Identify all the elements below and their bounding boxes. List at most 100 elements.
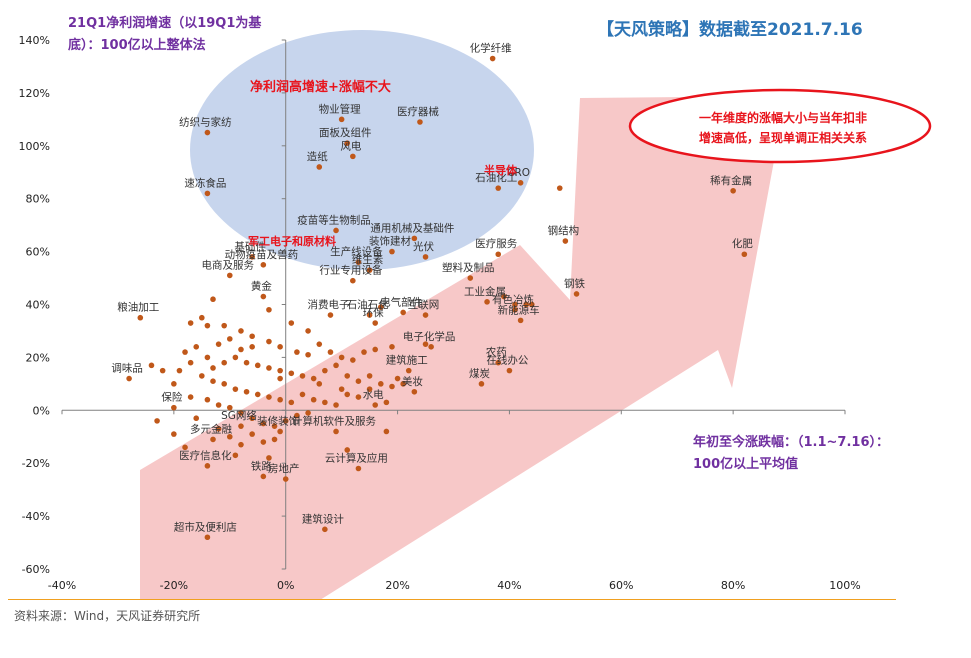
data-point xyxy=(193,344,200,350)
data-point xyxy=(215,402,222,408)
data-point xyxy=(316,164,323,170)
data-point-label: SG网络 xyxy=(221,409,257,422)
data-point xyxy=(137,314,144,321)
data-point-label: 调味品 xyxy=(111,363,143,375)
data-point xyxy=(204,463,211,469)
data-point xyxy=(372,346,379,353)
data-point-label: 有色冶炼 xyxy=(492,293,534,306)
data-point xyxy=(562,238,569,244)
data-point xyxy=(333,362,339,369)
data-point xyxy=(260,262,267,268)
data-point-label: 保险 xyxy=(161,391,182,404)
data-point xyxy=(344,373,351,379)
data-point xyxy=(226,272,233,279)
data-point xyxy=(506,367,513,374)
data-point xyxy=(148,362,155,369)
data-point-label: 电商及服务 xyxy=(202,258,255,271)
data-point xyxy=(271,436,278,443)
data-point xyxy=(238,346,244,353)
data-point xyxy=(411,235,418,242)
data-point xyxy=(355,378,362,385)
y-tick-label: 80% xyxy=(26,193,50,206)
data-point xyxy=(221,322,227,329)
data-point-label: 电气部件 xyxy=(380,295,422,308)
data-point-label: 建筑设计 xyxy=(302,512,344,525)
ellipse-annotation: 净利润高增速+涨幅不大 xyxy=(250,79,391,95)
data-point-label: 物业管理 xyxy=(319,102,361,115)
y-tick-label: 0% xyxy=(33,404,50,417)
data-point xyxy=(400,381,406,387)
data-point xyxy=(333,428,339,435)
data-point xyxy=(344,391,351,398)
data-point-label: 钢结构 xyxy=(548,224,580,237)
data-point xyxy=(333,402,339,408)
data-point xyxy=(372,320,379,326)
data-point-label: 化肥 xyxy=(732,237,753,250)
data-point xyxy=(299,391,306,398)
data-point-label: 美妆 xyxy=(402,375,423,388)
data-point-label: 粮油加工 xyxy=(117,301,159,314)
data-point xyxy=(350,153,356,160)
data-point xyxy=(366,312,373,318)
data-point-label: 云计算及应用 xyxy=(325,451,388,464)
data-point-label: 稀有金属 xyxy=(710,174,752,187)
data-point xyxy=(741,251,748,258)
x-tick-label: -40% xyxy=(48,579,76,592)
x-axis-title: 100亿以上平均值 xyxy=(693,456,798,472)
data-point-label: 光伏 xyxy=(413,240,434,253)
data-point xyxy=(288,370,295,377)
data-point-label: 装饰建材 xyxy=(369,235,411,248)
data-point xyxy=(344,140,351,146)
data-point xyxy=(182,444,188,451)
data-point xyxy=(405,367,412,374)
data-point xyxy=(204,354,211,361)
data-point xyxy=(377,304,384,310)
data-point xyxy=(294,349,300,355)
data-point xyxy=(249,254,255,260)
callout-text: 增速高低，呈现单调正相关关系 xyxy=(699,130,867,145)
data-point-label: 煤炭 xyxy=(469,367,490,380)
data-point xyxy=(288,320,295,326)
data-point xyxy=(383,428,390,435)
data-point xyxy=(266,365,272,371)
data-point xyxy=(305,351,311,358)
y-tick-label: 140% xyxy=(19,34,50,47)
data-point xyxy=(226,433,233,440)
data-point xyxy=(154,418,160,424)
data-point xyxy=(327,349,334,355)
data-point xyxy=(730,187,736,194)
data-point xyxy=(277,375,283,382)
data-point xyxy=(204,129,211,136)
data-point xyxy=(288,399,295,406)
data-point xyxy=(238,328,244,334)
data-point xyxy=(171,404,177,411)
data-point-label: 黄金 xyxy=(251,280,272,293)
data-point xyxy=(249,344,255,350)
data-point xyxy=(171,431,177,437)
y-tick-label: 60% xyxy=(26,246,50,259)
data-point xyxy=(266,338,272,345)
data-point xyxy=(366,373,373,379)
x-tick-label: 0% xyxy=(277,579,294,592)
data-point xyxy=(422,254,429,260)
data-point xyxy=(171,381,177,387)
data-point xyxy=(327,312,334,318)
data-point xyxy=(517,317,524,324)
data-point xyxy=(199,373,205,379)
data-point-label: 钢铁 xyxy=(564,277,585,290)
data-point-label: 生产线设备 xyxy=(330,245,383,258)
data-point xyxy=(271,423,278,429)
data-point xyxy=(277,344,283,350)
data-point xyxy=(277,428,283,435)
x-tick-label: 80% xyxy=(721,579,745,592)
data-point xyxy=(355,465,362,472)
y-tick-label: 20% xyxy=(26,351,50,364)
data-point-label: 医疗器械 xyxy=(397,105,439,118)
data-point xyxy=(193,415,200,422)
data-point xyxy=(495,185,502,191)
data-point xyxy=(204,322,211,329)
data-point-label: 风电 xyxy=(340,139,361,152)
data-point-label: 水电 xyxy=(363,388,384,401)
data-point-label: 新能源车 xyxy=(498,303,540,316)
data-point xyxy=(573,291,580,297)
